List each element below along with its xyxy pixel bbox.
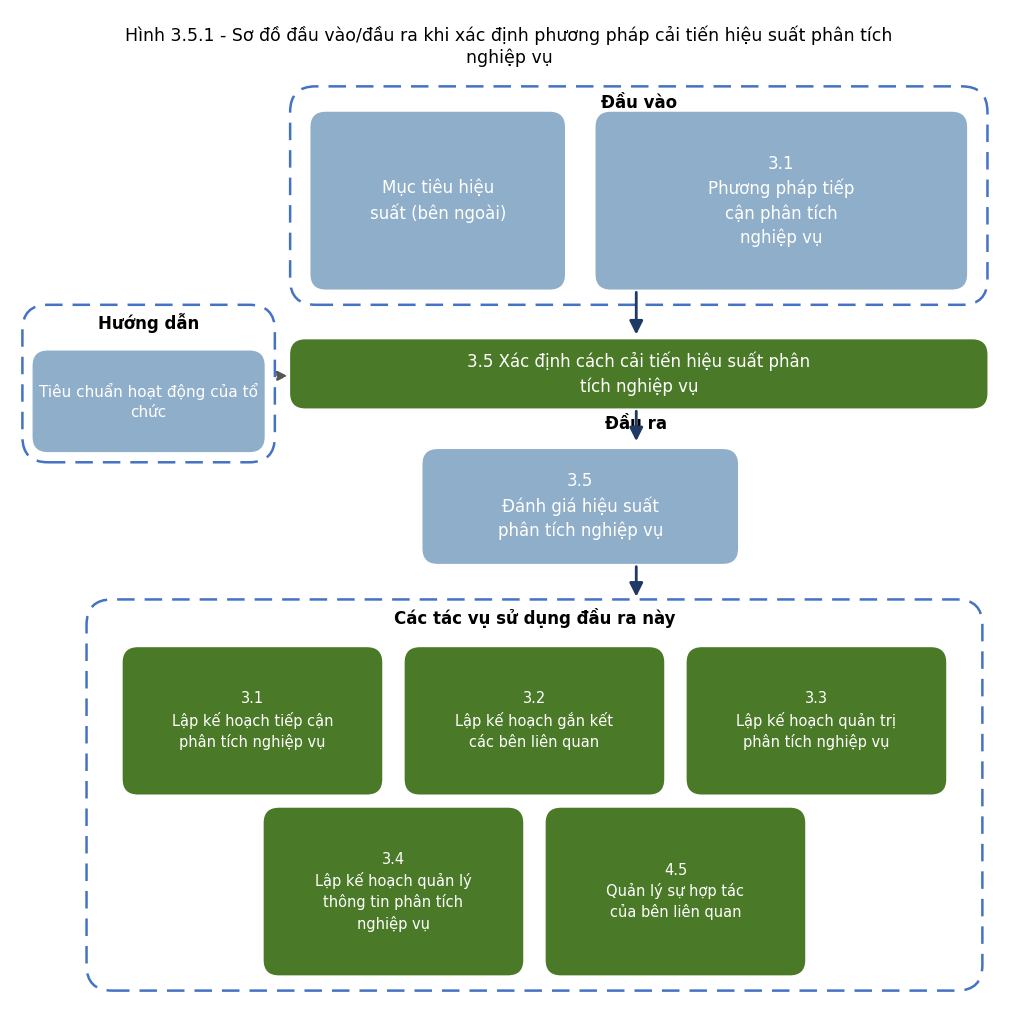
- Text: 3.1
Phương pháp tiếp
cận phân tích
nghiệp vụ: 3.1 Phương pháp tiếp cận phân tích nghiệ…: [709, 154, 854, 247]
- Text: Mục tiêu hiệu
suất (bên ngoài): Mục tiêu hiệu suất (bên ngoài): [370, 179, 506, 223]
- Text: nghiệp vụ: nghiệp vụ: [465, 49, 553, 67]
- FancyBboxPatch shape: [422, 449, 738, 564]
- Text: Đầu vào: Đầu vào: [601, 94, 677, 113]
- Text: 3.3
Lập kế hoạch quản trị
phân tích nghiệp vụ: 3.3 Lập kế hoạch quản trị phân tích nghi…: [736, 692, 897, 750]
- Text: 3.1
Lập kế hoạch tiếp cận
phân tích nghiệp vụ: 3.1 Lập kế hoạch tiếp cận phân tích nghi…: [172, 692, 333, 750]
- Text: Tiêu chuẩn hoạt động của tổ
chức: Tiêu chuẩn hoạt động của tổ chức: [39, 383, 259, 420]
- Text: 4.5
Quản lý sự hợp tác
của bên liên quan: 4.5 Quản lý sự hợp tác của bên liên quan: [607, 863, 744, 920]
- FancyBboxPatch shape: [33, 351, 265, 452]
- Text: Hướng dẫn: Hướng dẫn: [98, 313, 200, 333]
- Text: 3.2
Lập kế hoạch gắn kết
các bên liên quan: 3.2 Lập kế hoạch gắn kết các bên liên qu…: [455, 692, 614, 750]
- Text: 3.5
Đánh giá hiệu suất
phân tích nghiệp vụ: 3.5 Đánh giá hiệu suất phân tích nghiệp …: [498, 472, 663, 541]
- Text: Đầu ra: Đầu ra: [606, 415, 667, 433]
- FancyBboxPatch shape: [686, 647, 946, 795]
- Text: 3.5 Xác định cách cải tiến hiệu suất phân
tích nghiệp vụ: 3.5 Xác định cách cải tiến hiệu suất phâ…: [467, 352, 810, 396]
- FancyBboxPatch shape: [290, 339, 987, 408]
- FancyBboxPatch shape: [405, 647, 665, 795]
- Text: 3.4
Lập kế hoạch quản lý
thông tin phân tích
nghiệp vụ: 3.4 Lập kế hoạch quản lý thông tin phân …: [316, 851, 471, 932]
- Text: Hình 3.5.1 - Sơ đồ đầu vào/đầu ra khi xác định phương pháp cải tiến hiệu suất ph: Hình 3.5.1 - Sơ đồ đầu vào/đầu ra khi xá…: [125, 25, 893, 45]
- FancyBboxPatch shape: [596, 112, 967, 290]
- FancyBboxPatch shape: [264, 808, 523, 975]
- FancyBboxPatch shape: [546, 808, 805, 975]
- FancyBboxPatch shape: [310, 112, 565, 290]
- FancyBboxPatch shape: [122, 647, 383, 795]
- Text: Các tác vụ sử dụng đầu ra này: Các tác vụ sử dụng đầu ra này: [394, 608, 675, 628]
